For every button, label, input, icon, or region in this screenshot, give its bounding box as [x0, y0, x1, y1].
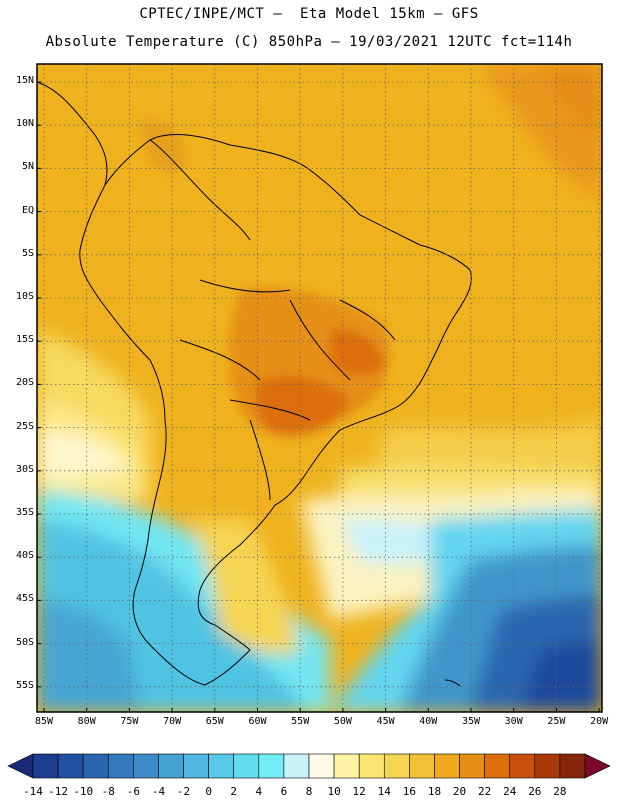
coastlines — [37, 81, 472, 687]
lon-label: 55W — [291, 716, 310, 727]
colorbar-label: 0 — [205, 785, 212, 798]
colorbar-swatch — [559, 753, 586, 779]
colorbar-label: 8 — [305, 785, 313, 798]
colorbar-label: 16 — [402, 785, 416, 798]
lon-label: 30W — [504, 716, 523, 727]
map-subtitle: Absolute Temperature (C) 850hPa – 19/03/… — [45, 34, 573, 50]
colorbar-swatch — [158, 753, 184, 779]
lat-label: 15S — [15, 334, 34, 346]
colorbar-swatch — [133, 753, 159, 779]
lat-label: EQ — [21, 204, 34, 216]
colorbar-swatch — [308, 753, 335, 779]
colorbar-label: 18 — [427, 785, 442, 798]
colorbar-swatch — [183, 753, 209, 779]
lat-label: 30S — [15, 463, 34, 475]
temperature-field — [37, 64, 602, 712]
lon-label: 40W — [419, 716, 438, 727]
colorbar-swatch — [107, 753, 134, 779]
colorbar-label: -8 — [101, 785, 115, 798]
colorbar-label: 4 — [255, 785, 263, 798]
colorbar — [7, 753, 611, 779]
colorbar-swatch — [82, 753, 109, 779]
lat-lon-grid — [37, 64, 602, 712]
colorbar-label: 6 — [280, 785, 288, 798]
colorbar-label: 12 — [352, 785, 366, 798]
colorbar-swatch — [233, 753, 260, 779]
lat-label: 55S — [15, 679, 34, 691]
colorbar-swatch — [383, 753, 410, 779]
lat-label: 45S — [15, 593, 34, 605]
colorbar-swatch — [358, 753, 385, 779]
colorbar-swatch — [434, 753, 460, 779]
lat-label: 10N — [15, 118, 34, 130]
colorbar-swatch — [208, 753, 235, 779]
lon-label: 70W — [163, 716, 182, 727]
colorbar-label: 28 — [553, 785, 567, 798]
colorbar-swatch — [459, 753, 485, 779]
colorbar-label: -10 — [73, 785, 94, 798]
colorbar-label: -12 — [48, 785, 69, 798]
lon-label: 65W — [205, 716, 224, 727]
lat-label: 10S — [15, 291, 34, 302]
lat-label: 25S — [15, 420, 34, 432]
colorbar-swatch — [57, 753, 84, 779]
colorbar-swatch — [484, 753, 511, 779]
colorbar-swatch — [333, 753, 360, 779]
colorbar-swatch — [534, 753, 561, 779]
colorbar-label: 24 — [503, 785, 517, 798]
colorbar-low-arrow — [7, 753, 34, 779]
lat-label: 40S — [15, 550, 34, 562]
lon-label: 25W — [547, 716, 566, 727]
colorbar-label: 10 — [327, 785, 341, 798]
map-frame — [36, 63, 603, 713]
colorbar-swatch — [409, 753, 435, 779]
lat-label: 35S — [15, 507, 34, 518]
colorbar-swatch — [258, 753, 285, 779]
lon-label: 50W — [333, 716, 352, 727]
lon-label: 20W — [590, 716, 609, 727]
colorbar-high-arrow — [584, 753, 611, 779]
colorbar-label: -14 — [23, 785, 43, 798]
lat-label: 15N — [15, 75, 34, 86]
colorbar-label: -4 — [151, 785, 166, 798]
colorbar-swatch — [509, 753, 536, 779]
lon-label: 45W — [376, 716, 395, 727]
colorbar-label: 26 — [528, 785, 542, 798]
colorbar-label: 22 — [478, 785, 492, 798]
colorbar-label: -6 — [126, 785, 140, 798]
lat-label: 5N — [21, 161, 34, 173]
colorbar-swatch — [283, 753, 310, 779]
colorbar-swatch — [32, 753, 59, 779]
map-title: CPTEC/INPE/MCT – Eta Model 15km – GFS — [139, 6, 479, 22]
lon-label: 60W — [248, 716, 267, 727]
colorbar-label: 2 — [230, 785, 238, 798]
colorbar-label: -2 — [176, 785, 191, 798]
lon-label: 75W — [120, 716, 139, 727]
lat-label: 5S — [21, 247, 34, 259]
lon-label: 35W — [461, 716, 481, 727]
lon-label: 80W — [77, 716, 96, 727]
lat-label: 50S — [15, 636, 34, 648]
colorbar-label: 20 — [452, 785, 467, 798]
lon-label: 85W — [34, 716, 54, 727]
colorbar-label: 14 — [377, 785, 391, 798]
lat-label: 20S — [15, 377, 34, 389]
axis-ticks — [37, 81, 600, 712]
